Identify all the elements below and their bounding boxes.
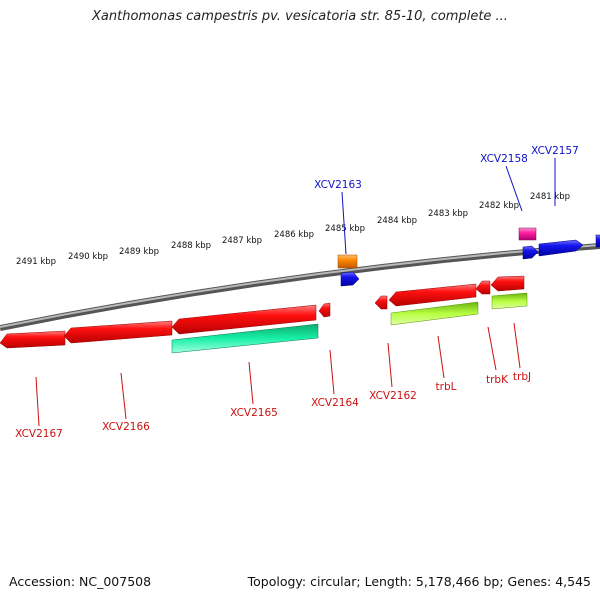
gene-xcv2164[interactable]: [318, 302, 331, 318]
label-xcv2158[interactable]: XCV2158: [480, 153, 528, 165]
callout-line-xcv2165: [248, 361, 254, 405]
label-xcv2166[interactable]: XCV2166: [102, 421, 150, 433]
kbp-label: 2482 kbp: [479, 201, 519, 211]
gene-xcv2165[interactable]: [171, 304, 317, 335]
label-xcv2162[interactable]: XCV2162: [369, 390, 417, 402]
callout-line-trbl: [437, 335, 445, 379]
callout-line-trbj: [513, 322, 521, 369]
callout-line-xcv2164: [329, 349, 335, 395]
gene-trbl[interactable]: [388, 283, 477, 307]
kbp-label: 2490 kbp: [68, 252, 108, 262]
genome-backbone-highlight: [0, 244, 600, 328]
label-trbj[interactable]: trbJ: [513, 371, 531, 383]
callout-line-xcv2158: [505, 165, 523, 212]
callout-line-xcv2167: [35, 376, 40, 427]
gene-xcv2162[interactable]: [374, 295, 388, 310]
kbp-label: 2487 kbp: [222, 236, 262, 246]
gene-xcv2158[interactable]: [522, 245, 539, 260]
gene-trbj-feature[interactable]: [491, 292, 528, 310]
label-trbk[interactable]: trbK: [486, 374, 509, 386]
gene-trbj[interactable]: [490, 275, 525, 292]
kbp-label: 2484 kbp: [377, 216, 417, 226]
kbp-label: 2486 kbp: [274, 230, 314, 240]
callout-line-xcv2163: [341, 191, 347, 255]
map-title: Xanthomonas campestris pv. vesicatoria s…: [92, 9, 508, 24]
kbp-label: 2491 kbp: [16, 257, 56, 267]
callout-lines: [35, 158, 556, 427]
label-trbl[interactable]: trbL: [436, 381, 457, 393]
label-xcv2165[interactable]: XCV2165: [230, 407, 278, 419]
genome-summary-text: Topology: circular; Length: 5,178,466 bp…: [247, 574, 591, 589]
gene-xcv2157[interactable]: [538, 239, 584, 257]
gene-xcv2163[interactable]: [340, 271, 360, 287]
kbp-label: 2483 kbp: [428, 209, 468, 219]
kbp-label: 2489 kbp: [119, 247, 159, 257]
gene-xcv2158-feature[interactable]: [518, 227, 537, 241]
callout-line-trbk: [487, 326, 497, 371]
kbp-labels: 2491 kbp 2490 kbp 2489 kbp 2488 kbp 2487 kbp…: [16, 192, 570, 267]
label-xcv2167[interactable]: XCV2167: [15, 428, 63, 440]
label-xcv2164[interactable]: XCV2164: [311, 397, 359, 409]
gene-labels: XCV2163 XCV2158 XCV2157 XCV2167 XCV2166 …: [15, 145, 579, 440]
gene-xcv2163-feature[interactable]: [337, 254, 358, 269]
accession-text: Accession: NC_007508: [9, 574, 152, 589]
kbp-label: 2488 kbp: [171, 241, 211, 251]
callout-line-xcv2162: [387, 342, 393, 388]
kbp-label: 2481 kbp: [530, 192, 570, 202]
gene-xcv2165-feature[interactable]: [171, 323, 319, 354]
callout-line-xcv2166: [120, 372, 127, 420]
reverse-strand: [0, 275, 528, 354]
gene-trbk[interactable]: [475, 280, 491, 295]
gene-xcv2166[interactable]: [63, 320, 173, 344]
gene-trbl-feature[interactable]: [390, 301, 479, 326]
kbp-label: 2485 kbp: [325, 224, 365, 234]
gene-xcv2167[interactable]: [0, 330, 66, 349]
label-xcv2163[interactable]: XCV2163: [314, 179, 362, 191]
label-xcv2157[interactable]: XCV2157: [531, 145, 579, 157]
gene-next-partial[interactable]: [595, 234, 600, 248]
forward-strand: [337, 227, 600, 287]
